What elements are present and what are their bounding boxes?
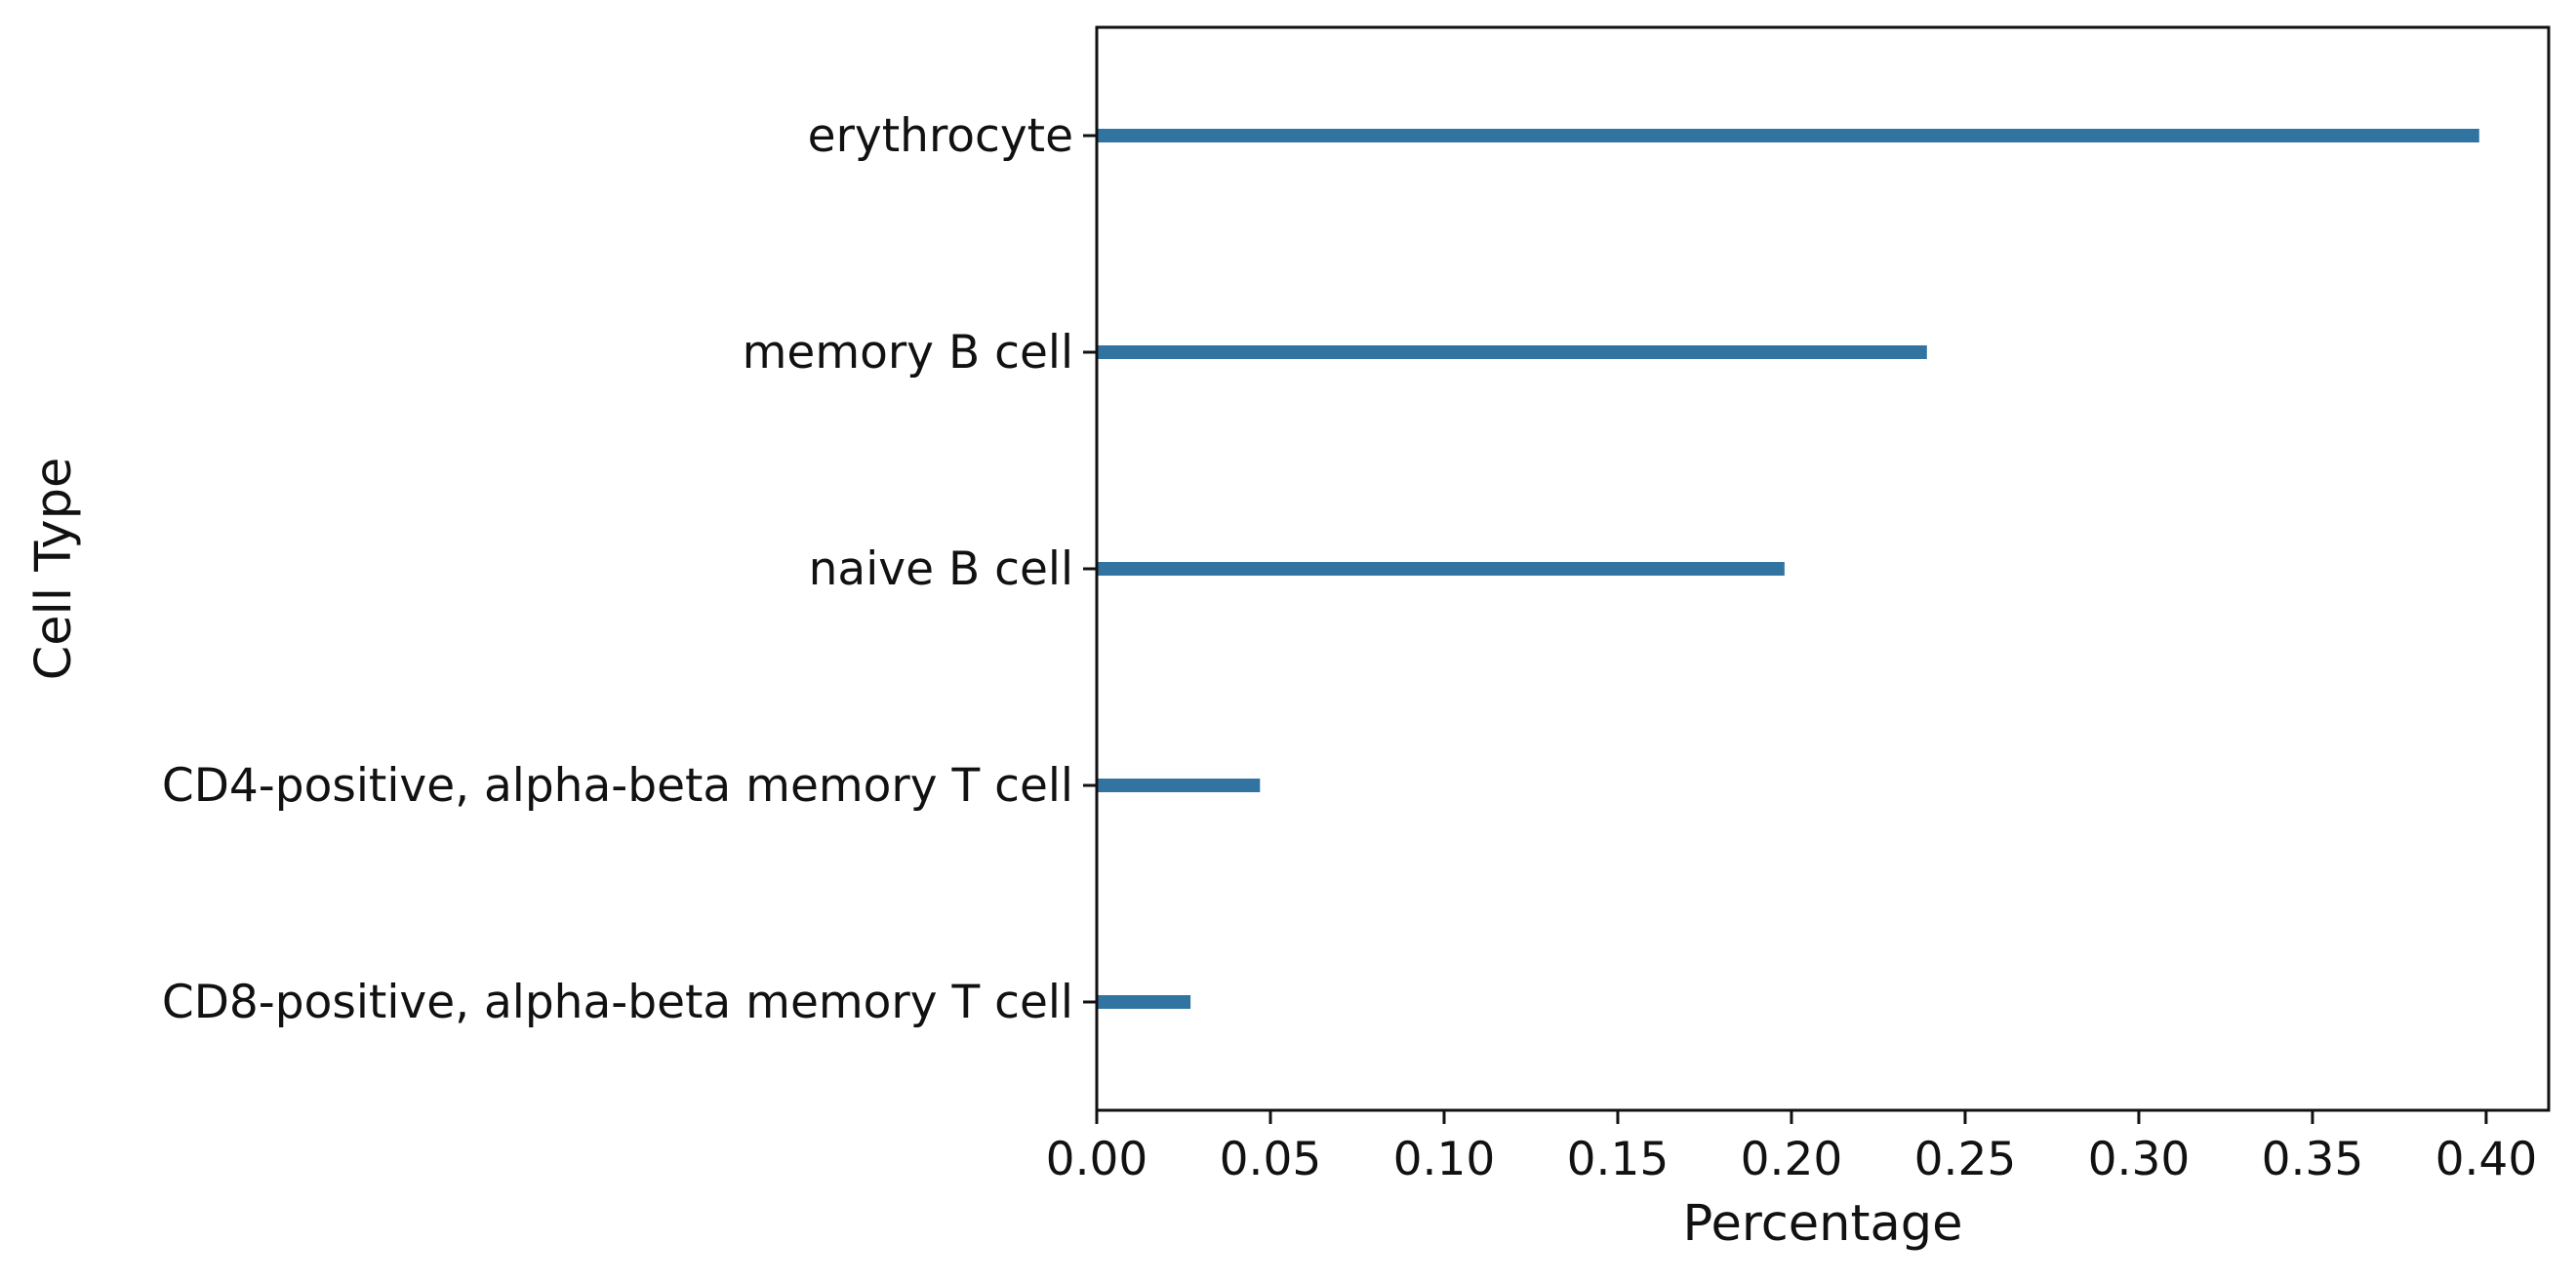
y-axis-ticks: erythrocyte memory B cell naive B cell CD4-… [162, 109, 1097, 1029]
bar [1097, 779, 1261, 792]
x-tick-label: 0.15 [1567, 1133, 1670, 1186]
y-tick-label: erythrocyte [808, 109, 1073, 163]
bar [1097, 562, 1785, 576]
x-tick-label: 0.00 [1046, 1133, 1148, 1186]
x-tick-label: 0.40 [2435, 1133, 2538, 1186]
y-tick-label: naive B cell [809, 542, 1073, 596]
bar [1097, 129, 2479, 142]
bars-group [1097, 129, 2479, 1009]
x-tick-label: 0.20 [1741, 1133, 1843, 1186]
plot-area-frame [1095, 25, 2551, 1112]
bar [1097, 345, 1927, 359]
y-tick-label: CD4-positive, alpha-beta memory T cell [162, 759, 1073, 813]
y-axis-title: Cell Type [25, 458, 83, 681]
x-tick-label: 0.25 [1914, 1133, 2017, 1186]
x-tick-label: 0.30 [2088, 1133, 2191, 1186]
x-axis-ticks: 0.00 0.05 0.10 0.15 0.20 0.25 0.30 0.35 0.40 [1046, 1110, 2538, 1186]
x-tick-label: 0.35 [2262, 1133, 2364, 1186]
bar [1097, 995, 1191, 1009]
y-tick-label: memory B cell [743, 326, 1073, 380]
x-tick-label: 0.10 [1393, 1133, 1496, 1186]
x-axis-title: Percentage [1683, 1195, 1963, 1253]
y-tick-label: CD8-positive, alpha-beta memory T cell [162, 976, 1073, 1029]
x-tick-label: 0.05 [1220, 1133, 1322, 1186]
